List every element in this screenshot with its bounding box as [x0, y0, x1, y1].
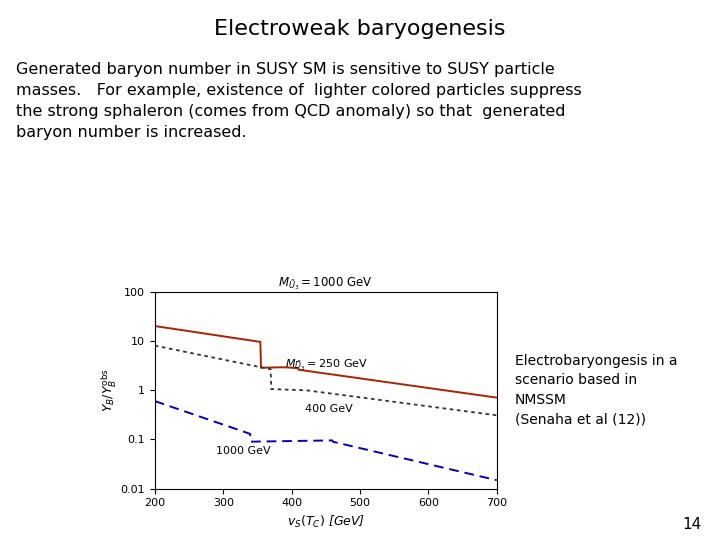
- Text: Electroweak baryogenesis: Electroweak baryogenesis: [215, 19, 505, 39]
- Title: $M_{\tilde{U}_3} = 1000$ GeV: $M_{\tilde{U}_3} = 1000$ GeV: [279, 275, 373, 292]
- Text: 400 GeV: 400 GeV: [305, 404, 353, 414]
- Text: 1000 GeV: 1000 GeV: [217, 447, 271, 456]
- Text: Generated baryon number in SUSY SM is sensitive to SUSY particle
masses.   For e: Generated baryon number in SUSY SM is se…: [16, 62, 582, 140]
- Text: Electrobaryongesis in a
scenario based in
NMSSM
(Senaha et al (12)): Electrobaryongesis in a scenario based i…: [515, 354, 678, 426]
- Text: 14: 14: [683, 517, 702, 532]
- Y-axis label: $Y_B/Y_B^{\rm obs}$: $Y_B/Y_B^{\rm obs}$: [99, 368, 119, 412]
- X-axis label: $v_S(T_C)$ [GeV]: $v_S(T_C)$ [GeV]: [287, 514, 365, 530]
- Text: $M_{\tilde{D}_3} = 250$ GeV: $M_{\tilde{D}_3} = 250$ GeV: [285, 357, 368, 373]
